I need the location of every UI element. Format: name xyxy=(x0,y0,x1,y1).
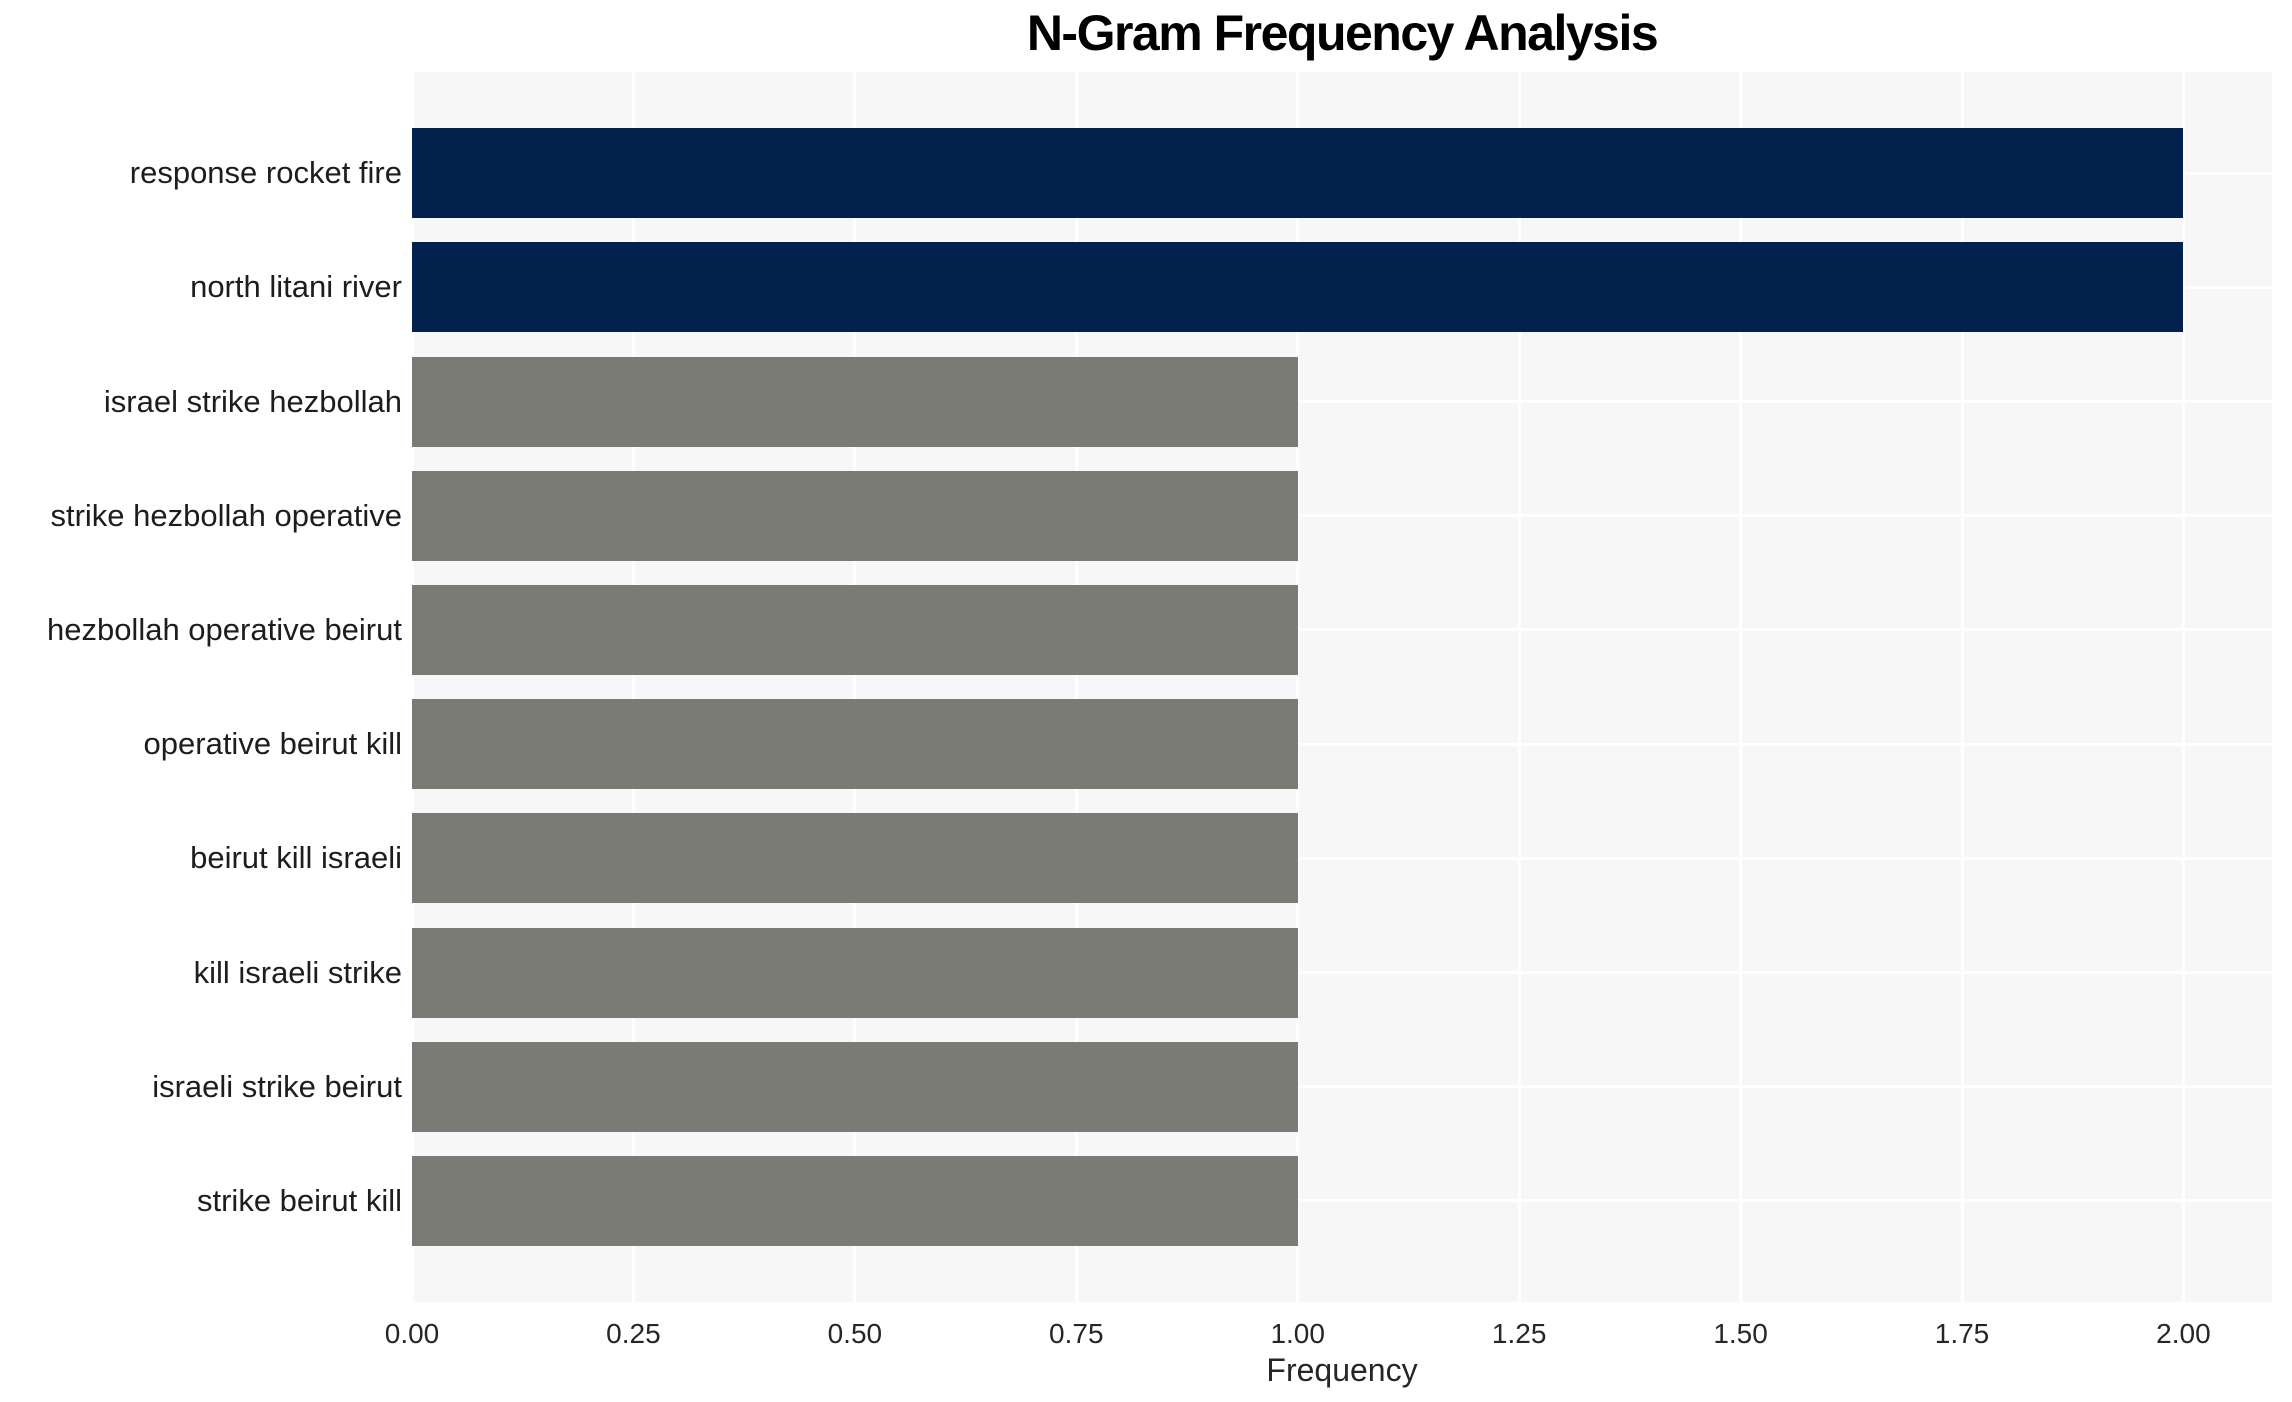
x-tick-label: 2.00 xyxy=(2156,1318,2211,1349)
chart-title: N-Gram Frequency Analysis xyxy=(1026,5,1659,61)
bar xyxy=(412,242,2184,333)
bar xyxy=(412,813,1298,904)
gridline-horizontal xyxy=(412,514,2272,518)
plot-area xyxy=(412,72,2272,1302)
gridline-vertical xyxy=(1739,72,1743,1302)
gridline-vertical xyxy=(1074,72,1078,1302)
y-axis-label: response rocket fire xyxy=(129,155,402,191)
gridline-horizontal xyxy=(412,742,2272,746)
gridline-horizontal xyxy=(412,971,2272,974)
gridline-vertical xyxy=(1517,72,1521,1302)
gridline-vertical xyxy=(853,72,857,1302)
x-tick-label: 0.50 xyxy=(827,1318,883,1349)
x-tick-label: 1.25 xyxy=(1491,1318,1547,1349)
gridline-vertical xyxy=(1960,72,1964,1302)
y-axis-label: beirut kill israeli xyxy=(190,840,402,876)
x-tick-label: 0.00 xyxy=(384,1318,440,1349)
y-axis-label: israel strike hezbollah xyxy=(103,383,402,419)
y-axis-label: strike hezbollah operative xyxy=(50,497,402,533)
y-axis-label: north litani river xyxy=(190,269,402,305)
bar xyxy=(412,356,1298,447)
gridline-horizontal xyxy=(412,856,2272,860)
bar xyxy=(412,1041,1298,1132)
bar xyxy=(412,584,1298,675)
y-axis-label: israeli strike beirut xyxy=(152,1068,402,1104)
gridline-horizontal xyxy=(412,400,2272,403)
bar xyxy=(412,470,1298,561)
bar xyxy=(412,699,1298,790)
gridline-vertical xyxy=(412,72,414,1302)
bar xyxy=(412,927,1298,1018)
gridline-horizontal xyxy=(412,628,2272,632)
x-tick-label: 0.75 xyxy=(1049,1318,1104,1349)
y-axis-label: strike beirut kill xyxy=(197,1182,402,1218)
x-tick-label: 1.50 xyxy=(1713,1318,1768,1349)
bar xyxy=(412,1155,1298,1246)
bar xyxy=(412,128,2184,219)
gridline-vertical xyxy=(2181,72,2185,1302)
gridline-horizontal xyxy=(412,1085,2272,1089)
gridline-vertical xyxy=(631,72,635,1302)
gridline-horizontal xyxy=(412,1199,2272,1203)
x-axis-title: Frequency xyxy=(1266,1352,1418,1388)
gridline-vertical xyxy=(1296,72,1300,1302)
y-axis-label: hezbollah operative beirut xyxy=(46,611,402,647)
x-tick-label: 1.00 xyxy=(1270,1318,1325,1349)
y-axis-label: kill israeli strike xyxy=(193,954,402,990)
x-tick-label: 1.75 xyxy=(1934,1318,1990,1349)
x-tick-label: 0.25 xyxy=(606,1318,661,1349)
y-axis-label: operative beirut kill xyxy=(143,726,402,762)
